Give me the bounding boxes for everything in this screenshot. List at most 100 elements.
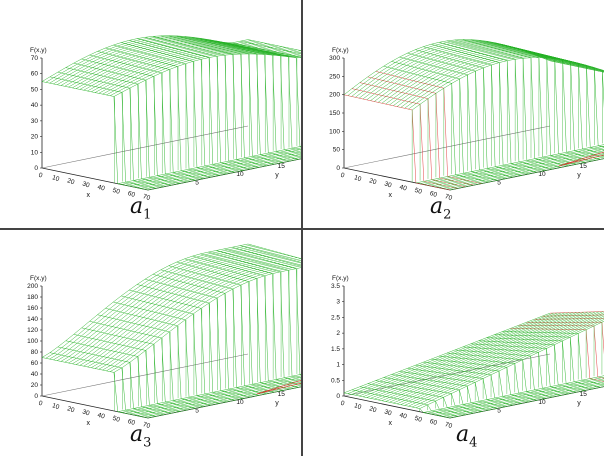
x-axis-label: x [87,420,91,427]
x-tick-label: 60 [429,190,438,199]
y-tick-label: 10 [538,171,546,178]
caption-letter: a [430,194,444,219]
y-tick-label: 5 [497,180,501,187]
z-tick-label: 3.5 [331,283,340,290]
surface-line-y [97,314,204,407]
x-tick-label: 50 [414,415,423,424]
surface-line-x [144,384,302,418]
surface-line-y [399,56,506,179]
z-tick-label: 50 [333,147,341,154]
surface-line-y [375,71,482,184]
surface-line-x [140,383,302,417]
x-tick-label: 40 [97,184,106,193]
surface-line-x [359,312,566,397]
z-tick-label: 100 [329,128,340,135]
surface-line-x [412,317,604,408]
surface-line-x [98,259,302,370]
surface-line-x [83,46,290,91]
surface-line-y [129,289,236,401]
surface-line-y [446,40,554,170]
x-tick-label: 70 [444,193,453,202]
y-axis-line [343,125,551,169]
z-tick-label: 20 [31,382,39,389]
z-tick-label: 80 [31,349,39,356]
surface-line-x [396,311,604,405]
surface-line-x [121,147,302,185]
surface-line-x [68,251,275,364]
surface-line-x [132,380,302,416]
panel-caption: a3 [130,422,151,450]
surface-line-x [343,312,551,394]
surface-line-y [415,49,522,176]
horizontal-divider [0,228,604,230]
x-tick-label: 70 [142,193,151,202]
surface-line-x [113,53,302,97]
y-axis-label: y [577,400,581,407]
x-tick-label: 30 [383,181,392,190]
z-tick-label: 0 [336,393,340,400]
surface-plot-a2: 0501001502002503000102030405060705101520… [329,39,604,202]
x-tick-label: 20 [368,405,377,414]
x-axis-label: x [87,192,91,199]
x-tick-label: 30 [81,409,90,418]
surface-line-x [366,312,573,398]
y-axis-line [41,353,249,397]
surface-line-x [72,43,279,89]
z-tick-label: 160 [27,305,38,312]
surface-line-x [110,52,302,96]
x-tick-label: 10 [353,402,362,411]
surface-line-y [97,51,204,179]
caption-index: 3 [143,435,152,451]
y-tick-label: 10 [236,399,244,406]
z-tick-label: 0 [34,165,38,172]
caption-letter: a [456,422,470,447]
x-tick-label: 60 [127,418,136,427]
surface-line-x [147,158,302,191]
surface-line-x [102,50,302,95]
surface-line-y [121,42,228,175]
caption-letter: a [130,422,144,447]
caption-index: 4 [469,435,478,451]
z-axis-label: F(x,y) [30,47,47,54]
surface-line-x [351,312,558,395]
surface-line-x [91,257,298,368]
x-tick-label: 50 [112,415,121,424]
x-tick-label: 0 [340,400,346,408]
z-tick-label: 30 [31,118,39,125]
z-tick-label: 40 [31,371,39,378]
z-tick-label: 10 [31,149,39,156]
surface-line-x [91,47,298,93]
z-tick-label: 120 [27,327,38,334]
x-tick-label: 50 [112,187,121,196]
y-tick-label: 5 [195,180,199,187]
z-tick-label: 150 [329,110,340,117]
surface-line-y [478,39,585,163]
surface-line-x [83,255,290,367]
y-axis-label: y [275,400,279,407]
surface-line-x [434,152,604,188]
x-tick-label: 70 [444,421,453,430]
surface-line-y [383,377,490,411]
surface-mesh [41,243,302,419]
x-tick-label: 70 [142,421,151,430]
panel-a2: 0501001502002503000102030405060705101520… [302,0,604,228]
surface-line-x [106,263,302,372]
z-tick-label: 1.5 [331,346,340,353]
surface-line-x [129,378,302,415]
surface-line-y [41,81,149,191]
z-axis-label: F(x,y) [332,275,349,282]
z-tick-label: 100 [27,338,38,345]
surface-line-y [391,374,498,409]
z-axis-label: F(x,y) [30,275,47,282]
surface-line-y [176,261,283,391]
z-tick-label: 250 [329,73,340,80]
surface-line-y [224,248,302,376]
y-tick-label: 10 [538,399,546,406]
caption-index: 1 [143,207,152,223]
surface-line-x [87,256,294,368]
surface-line-y [351,88,458,189]
z-tick-label: 3 [336,299,340,306]
x-tick-label: 0 [38,400,44,408]
surface-line-x [102,261,302,371]
surface-line-x [400,312,604,405]
